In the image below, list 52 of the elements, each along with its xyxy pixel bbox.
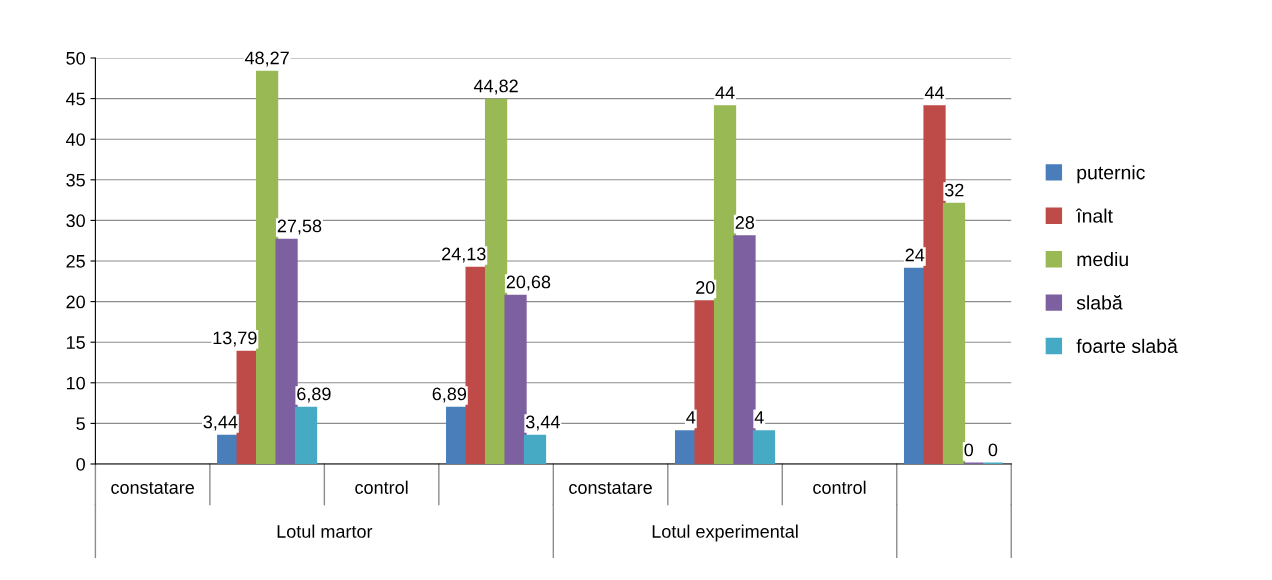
- y-tick-label: 25: [66, 254, 85, 268]
- y-tick-label: 45: [66, 92, 85, 106]
- data-label: 0: [964, 443, 974, 457]
- y-tick-label: 30: [66, 214, 85, 228]
- text: Lotul martor: [277, 524, 373, 538]
- x-tick-label: control: [355, 480, 408, 494]
- data-label: 24,13: [442, 247, 486, 263]
- bar: [484, 98, 508, 464]
- bar: [713, 105, 737, 464]
- data-label: 44: [715, 86, 735, 99]
- data-label: 3,44: [525, 415, 560, 431]
- legend-label: puternic: [1077, 165, 1145, 184]
- data-label: 13,79: [213, 331, 257, 347]
- y-tick-label: 5: [76, 417, 85, 431]
- data-label: 32: [944, 183, 964, 197]
- data-label: 48,27: [244, 51, 289, 67]
- y-tick-label: 0: [76, 457, 85, 471]
- data-label: 6,89: [432, 387, 467, 403]
- data-label: 20,68: [506, 275, 551, 291]
- legend-label: slabă: [1076, 295, 1123, 310]
- bar: [923, 105, 946, 464]
- text: Lotul experimental: [652, 524, 798, 542]
- data-label: 24: [905, 248, 925, 262]
- bar: [217, 434, 240, 464]
- data-label: 3,44: [203, 415, 238, 431]
- data-label: 0: [988, 443, 998, 457]
- data-label: 6,89: [297, 387, 331, 403]
- bar: [504, 294, 527, 464]
- bar: [942, 202, 966, 464]
- bar: [275, 238, 298, 464]
- x-tick-label: control: [813, 480, 866, 494]
- data-label: 28: [735, 216, 755, 229]
- y-tick-label: 15: [66, 336, 85, 349]
- legend-label: mediu: [1077, 251, 1128, 267]
- bar: [523, 434, 547, 464]
- bar: [294, 406, 318, 464]
- y-tick-label: 40: [66, 133, 85, 146]
- x-tick-label: constatare: [569, 482, 652, 494]
- y-tick-label: 50: [66, 51, 85, 65]
- data-label: 27,58: [277, 219, 322, 235]
- x-tick-label: constatare: [111, 482, 194, 494]
- y-tick-label: 35: [66, 173, 85, 187]
- data-label: 20: [696, 281, 715, 294]
- data-label: 4: [754, 411, 764, 424]
- data-label: 44: [924, 86, 945, 99]
- y-tick-label: 20: [66, 295, 85, 309]
- bar: [256, 70, 279, 464]
- data-label: 4: [686, 411, 696, 424]
- data-label: 44,82: [473, 79, 518, 95]
- legend-label: foarte slabă: [1076, 338, 1178, 354]
- legend-label: înalt: [1075, 208, 1113, 223]
- y-tick-label: 10: [66, 376, 85, 390]
